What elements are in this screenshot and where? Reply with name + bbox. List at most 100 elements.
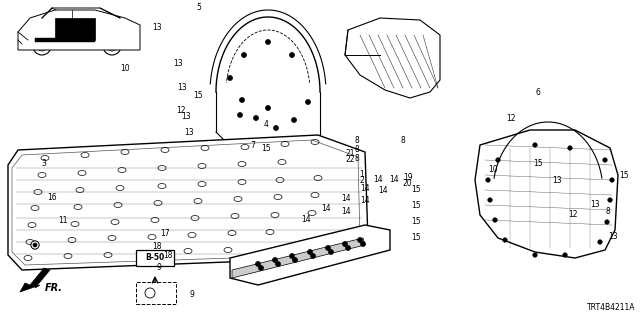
- Circle shape: [603, 158, 607, 162]
- Circle shape: [289, 52, 294, 58]
- Text: 15: 15: [260, 144, 271, 153]
- Circle shape: [360, 242, 365, 246]
- Text: FR.: FR.: [45, 283, 63, 293]
- Text: 13: 13: [184, 128, 194, 137]
- Circle shape: [255, 261, 260, 267]
- Text: 14: 14: [360, 184, 370, 193]
- Circle shape: [328, 250, 333, 254]
- Circle shape: [266, 39, 271, 44]
- Circle shape: [305, 100, 310, 105]
- Text: 14: 14: [388, 175, 399, 184]
- Circle shape: [326, 245, 330, 251]
- Text: 15: 15: [411, 185, 421, 194]
- Circle shape: [610, 178, 614, 182]
- Text: 14: 14: [301, 215, 311, 224]
- Text: 7: 7: [250, 141, 255, 150]
- Polygon shape: [18, 10, 140, 50]
- Circle shape: [358, 237, 362, 243]
- Circle shape: [307, 250, 312, 254]
- Text: 3: 3: [41, 159, 46, 168]
- Circle shape: [563, 253, 567, 257]
- Circle shape: [275, 261, 280, 267]
- Circle shape: [266, 106, 271, 110]
- Text: 12: 12: [506, 114, 515, 123]
- Text: 13: 13: [552, 176, 562, 185]
- Text: 4: 4: [263, 120, 268, 129]
- Text: 22: 22: [346, 155, 355, 164]
- Text: 16: 16: [47, 193, 58, 202]
- Text: 8: 8: [355, 145, 360, 154]
- Circle shape: [488, 198, 492, 202]
- Polygon shape: [20, 268, 50, 292]
- Circle shape: [239, 98, 244, 102]
- Circle shape: [346, 245, 351, 251]
- Text: B-50: B-50: [145, 253, 164, 262]
- Text: 19: 19: [403, 173, 413, 182]
- Circle shape: [605, 220, 609, 224]
- Circle shape: [227, 76, 232, 81]
- Text: 10: 10: [488, 165, 498, 174]
- Circle shape: [532, 143, 537, 147]
- Text: 18: 18: [152, 242, 161, 251]
- Circle shape: [289, 253, 294, 259]
- Polygon shape: [475, 130, 618, 258]
- Circle shape: [273, 125, 278, 131]
- Circle shape: [273, 258, 278, 262]
- Circle shape: [342, 242, 348, 246]
- Text: 8: 8: [401, 136, 406, 145]
- Circle shape: [291, 117, 296, 123]
- Text: 9: 9: [156, 263, 161, 272]
- Polygon shape: [232, 238, 365, 278]
- Circle shape: [503, 238, 507, 242]
- FancyBboxPatch shape: [136, 282, 176, 304]
- Text: 6: 6: [535, 88, 540, 97]
- Circle shape: [241, 52, 246, 58]
- Text: 13: 13: [180, 112, 191, 121]
- Text: 14: 14: [340, 207, 351, 216]
- Circle shape: [33, 243, 37, 247]
- Text: 20: 20: [403, 179, 413, 188]
- Text: 2: 2: [359, 176, 364, 185]
- Polygon shape: [230, 225, 390, 285]
- Text: 18: 18: [163, 252, 172, 260]
- Polygon shape: [55, 18, 95, 40]
- Polygon shape: [8, 135, 368, 270]
- Circle shape: [598, 240, 602, 244]
- Text: TRT4B4211A: TRT4B4211A: [586, 303, 635, 312]
- Text: 8: 8: [605, 207, 611, 216]
- Text: 12: 12: [568, 210, 577, 219]
- Text: 15: 15: [193, 92, 204, 100]
- Text: 10: 10: [120, 64, 130, 73]
- Text: 5: 5: [196, 4, 201, 12]
- Text: 14: 14: [321, 204, 332, 213]
- Text: 13: 13: [177, 84, 188, 92]
- Text: 13: 13: [590, 200, 600, 209]
- Text: 8: 8: [355, 154, 360, 163]
- Text: 13: 13: [173, 60, 183, 68]
- Circle shape: [253, 116, 259, 121]
- Text: 8: 8: [355, 136, 360, 145]
- Circle shape: [608, 198, 612, 202]
- Text: 11: 11: [58, 216, 67, 225]
- Text: 21: 21: [346, 149, 355, 158]
- Text: 17: 17: [160, 229, 170, 238]
- Circle shape: [493, 218, 497, 222]
- Text: 15: 15: [532, 159, 543, 168]
- Text: 9: 9: [189, 290, 195, 299]
- Text: 15: 15: [411, 233, 421, 242]
- Text: 13: 13: [608, 232, 618, 241]
- Circle shape: [145, 288, 155, 298]
- Circle shape: [237, 113, 243, 117]
- Circle shape: [259, 266, 264, 270]
- Text: 14: 14: [340, 194, 351, 203]
- Circle shape: [292, 258, 298, 262]
- Circle shape: [568, 146, 572, 150]
- Circle shape: [532, 253, 537, 257]
- FancyBboxPatch shape: [136, 250, 174, 266]
- Text: 14: 14: [360, 196, 370, 205]
- Text: 13: 13: [152, 23, 163, 32]
- Text: 1: 1: [359, 170, 364, 179]
- Text: 12: 12: [177, 106, 186, 115]
- Text: 15: 15: [411, 201, 421, 210]
- Text: 15: 15: [411, 217, 421, 226]
